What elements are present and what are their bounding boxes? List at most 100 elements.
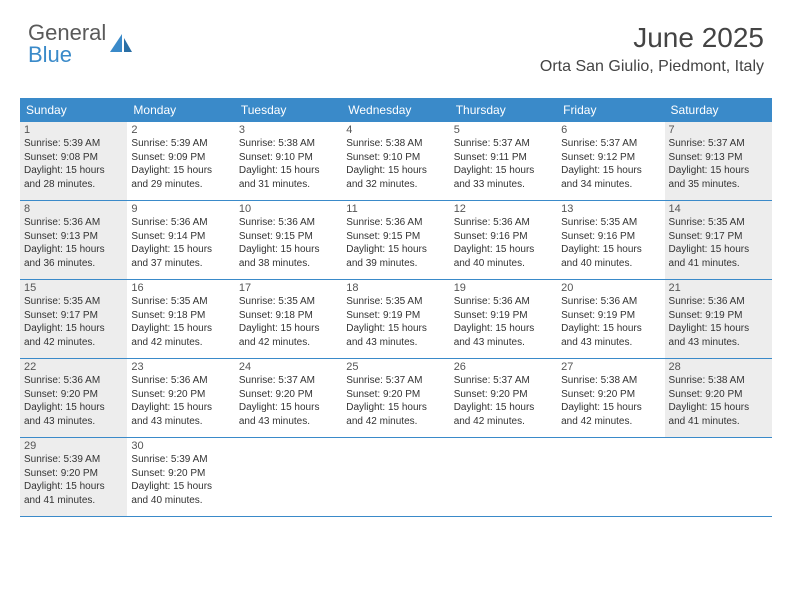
day-d1: Daylight: 15 hours: [561, 401, 660, 415]
day-number: 13: [561, 203, 660, 215]
day-sunset: Sunset: 9:19 PM: [561, 309, 660, 323]
day-sunrise: Sunrise: 5:35 AM: [239, 295, 338, 309]
day-sunrise: Sunrise: 5:37 AM: [239, 374, 338, 388]
day-sunrise: Sunrise: 5:38 AM: [561, 374, 660, 388]
day-sunset: Sunset: 9:08 PM: [24, 151, 123, 165]
day-d1: Daylight: 15 hours: [24, 164, 123, 178]
day-sunrise: Sunrise: 5:36 AM: [131, 374, 230, 388]
day-sunrise: Sunrise: 5:36 AM: [454, 216, 553, 230]
location: Orta San Giulio, Piedmont, Italy: [540, 58, 764, 76]
empty-cell: [450, 438, 557, 516]
day-d2: and 28 minutes.: [24, 178, 123, 192]
day-sunset: Sunset: 9:16 PM: [561, 230, 660, 244]
day-cell: 19Sunrise: 5:36 AMSunset: 9:19 PMDayligh…: [450, 280, 557, 358]
day-number: 10: [239, 203, 338, 215]
day-number: 17: [239, 282, 338, 294]
day-d2: and 34 minutes.: [561, 178, 660, 192]
day-number: 23: [131, 361, 230, 373]
day-sunrise: Sunrise: 5:36 AM: [24, 374, 123, 388]
day-d2: and 43 minutes.: [24, 415, 123, 429]
day-sunset: Sunset: 9:17 PM: [24, 309, 123, 323]
day-header: Saturday: [665, 98, 772, 122]
logo-line2: Blue: [28, 44, 106, 66]
day-number: 18: [346, 282, 445, 294]
day-sunset: Sunset: 9:13 PM: [669, 151, 768, 165]
day-d1: Daylight: 15 hours: [669, 243, 768, 257]
day-cell: 12Sunrise: 5:36 AMSunset: 9:16 PMDayligh…: [450, 201, 557, 279]
day-sunset: Sunset: 9:12 PM: [561, 151, 660, 165]
day-number: 1: [24, 124, 123, 136]
day-header: Sunday: [20, 98, 127, 122]
day-number: 15: [24, 282, 123, 294]
day-cell: 9Sunrise: 5:36 AMSunset: 9:14 PMDaylight…: [127, 201, 234, 279]
day-sunrise: Sunrise: 5:37 AM: [669, 137, 768, 151]
day-cell: 1Sunrise: 5:39 AMSunset: 9:08 PMDaylight…: [20, 122, 127, 200]
day-d2: and 42 minutes.: [561, 415, 660, 429]
day-d1: Daylight: 15 hours: [346, 243, 445, 257]
day-cell: 5Sunrise: 5:37 AMSunset: 9:11 PMDaylight…: [450, 122, 557, 200]
day-d2: and 38 minutes.: [239, 257, 338, 271]
day-sunset: Sunset: 9:20 PM: [131, 467, 230, 481]
day-d2: and 32 minutes.: [346, 178, 445, 192]
empty-cell: [235, 438, 342, 516]
day-cell: 25Sunrise: 5:37 AMSunset: 9:20 PMDayligh…: [342, 359, 449, 437]
day-sunset: Sunset: 9:14 PM: [131, 230, 230, 244]
week-row: 8Sunrise: 5:36 AMSunset: 9:13 PMDaylight…: [20, 201, 772, 280]
day-d1: Daylight: 15 hours: [454, 164, 553, 178]
day-sunset: Sunset: 9:09 PM: [131, 151, 230, 165]
day-number: 28: [669, 361, 768, 373]
day-d1: Daylight: 15 hours: [131, 322, 230, 336]
day-cell: 11Sunrise: 5:36 AMSunset: 9:15 PMDayligh…: [342, 201, 449, 279]
day-sunset: Sunset: 9:18 PM: [131, 309, 230, 323]
day-d2: and 43 minutes.: [561, 336, 660, 350]
day-d2: and 43 minutes.: [669, 336, 768, 350]
day-sunrise: Sunrise: 5:37 AM: [454, 137, 553, 151]
month-title: June 2025: [540, 22, 764, 54]
day-d1: Daylight: 15 hours: [239, 401, 338, 415]
day-d2: and 42 minutes.: [346, 415, 445, 429]
day-d2: and 39 minutes.: [346, 257, 445, 271]
day-number: 8: [24, 203, 123, 215]
day-sunrise: Sunrise: 5:36 AM: [24, 216, 123, 230]
day-header: Thursday: [450, 98, 557, 122]
day-sunset: Sunset: 9:15 PM: [239, 230, 338, 244]
day-number: 30: [131, 440, 230, 452]
day-d2: and 41 minutes.: [669, 257, 768, 271]
day-number: 12: [454, 203, 553, 215]
day-d1: Daylight: 15 hours: [24, 243, 123, 257]
day-d1: Daylight: 15 hours: [239, 243, 338, 257]
day-number: 24: [239, 361, 338, 373]
day-d2: and 42 minutes.: [239, 336, 338, 350]
week-row: 29Sunrise: 5:39 AMSunset: 9:20 PMDayligh…: [20, 438, 772, 517]
day-number: 6: [561, 124, 660, 136]
day-sunrise: Sunrise: 5:35 AM: [346, 295, 445, 309]
day-cell: 30Sunrise: 5:39 AMSunset: 9:20 PMDayligh…: [127, 438, 234, 516]
day-cell: 2Sunrise: 5:39 AMSunset: 9:09 PMDaylight…: [127, 122, 234, 200]
day-cell: 17Sunrise: 5:35 AMSunset: 9:18 PMDayligh…: [235, 280, 342, 358]
logo-text: General Blue: [28, 22, 106, 66]
day-cell: 7Sunrise: 5:37 AMSunset: 9:13 PMDaylight…: [665, 122, 772, 200]
day-d2: and 43 minutes.: [454, 336, 553, 350]
day-cell: 8Sunrise: 5:36 AMSunset: 9:13 PMDaylight…: [20, 201, 127, 279]
day-cell: 13Sunrise: 5:35 AMSunset: 9:16 PMDayligh…: [557, 201, 664, 279]
day-d2: and 40 minutes.: [454, 257, 553, 271]
day-sunrise: Sunrise: 5:39 AM: [131, 453, 230, 467]
day-sunset: Sunset: 9:10 PM: [239, 151, 338, 165]
day-sunset: Sunset: 9:20 PM: [24, 388, 123, 402]
day-cell: 22Sunrise: 5:36 AMSunset: 9:20 PMDayligh…: [20, 359, 127, 437]
day-sunrise: Sunrise: 5:39 AM: [131, 137, 230, 151]
day-sunrise: Sunrise: 5:35 AM: [669, 216, 768, 230]
day-d2: and 42 minutes.: [131, 336, 230, 350]
day-number: 4: [346, 124, 445, 136]
day-d1: Daylight: 15 hours: [561, 243, 660, 257]
day-sunrise: Sunrise: 5:36 AM: [454, 295, 553, 309]
day-number: 22: [24, 361, 123, 373]
day-sunrise: Sunrise: 5:37 AM: [346, 374, 445, 388]
day-number: 9: [131, 203, 230, 215]
day-header: Friday: [557, 98, 664, 122]
day-d1: Daylight: 15 hours: [131, 480, 230, 494]
day-sunrise: Sunrise: 5:37 AM: [561, 137, 660, 151]
day-number: 26: [454, 361, 553, 373]
day-d1: Daylight: 15 hours: [131, 401, 230, 415]
day-d1: Daylight: 15 hours: [454, 401, 553, 415]
